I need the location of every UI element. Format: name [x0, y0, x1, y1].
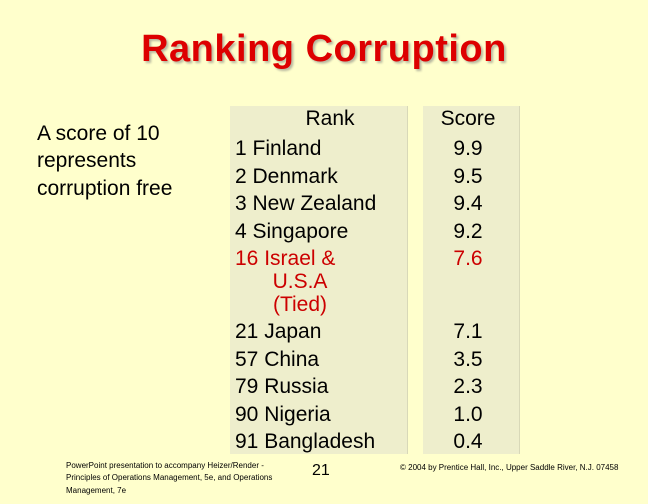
rank-column-background — [230, 106, 408, 454]
score-russia: 2.3 — [453, 375, 483, 398]
rank-item-japan: 21 Japan — [235, 320, 322, 343]
rank-item-denmark: 2 Denmark — [235, 165, 338, 188]
score-china: 3.5 — [453, 348, 483, 371]
rank-item-russia: 79 Russia — [235, 375, 329, 398]
rank-item-usa: U.S.A — [272, 270, 328, 293]
score-header: Score — [440, 107, 496, 130]
score-nigeria: 1.0 — [453, 403, 483, 426]
score-denmark: 9.5 — [453, 165, 483, 188]
score-israel-usa: 7.6 — [453, 247, 483, 270]
rank-item-new-zealand: 3 New Zealand — [235, 192, 377, 215]
score-bangladesh: 0.4 — [453, 430, 483, 453]
side-note: A score of 10 represents corruption free — [37, 122, 173, 200]
page-number: 21 — [312, 462, 330, 479]
footer-copyright: © 2004 by Prentice Hall, Inc., Upper Sad… — [400, 463, 619, 472]
score-japan: 7.1 — [453, 320, 483, 343]
rank-item-tied-note: (Tied) — [272, 293, 328, 316]
rank-item-bangladesh: 91 Bangladesh — [235, 430, 376, 453]
rank-item-finland: 1 Finland — [235, 137, 322, 160]
slide-title: Ranking Corruption — [141, 28, 507, 70]
score-singapore: 9.2 — [453, 220, 483, 243]
rank-item-nigeria: 90 Nigeria — [235, 403, 331, 426]
rank-item-china: 57 China — [235, 348, 320, 371]
score-finland: 9.9 — [453, 137, 483, 160]
rank-item-israel: 16 Israel & — [235, 247, 336, 270]
score-column-background — [423, 106, 520, 454]
score-new-zealand: 9.4 — [453, 192, 483, 215]
rank-item-singapore: 4 Singapore — [235, 220, 349, 243]
rank-header: Rank — [305, 107, 355, 130]
footer-credit: PowerPoint presentation to accompany Hei… — [66, 461, 273, 495]
